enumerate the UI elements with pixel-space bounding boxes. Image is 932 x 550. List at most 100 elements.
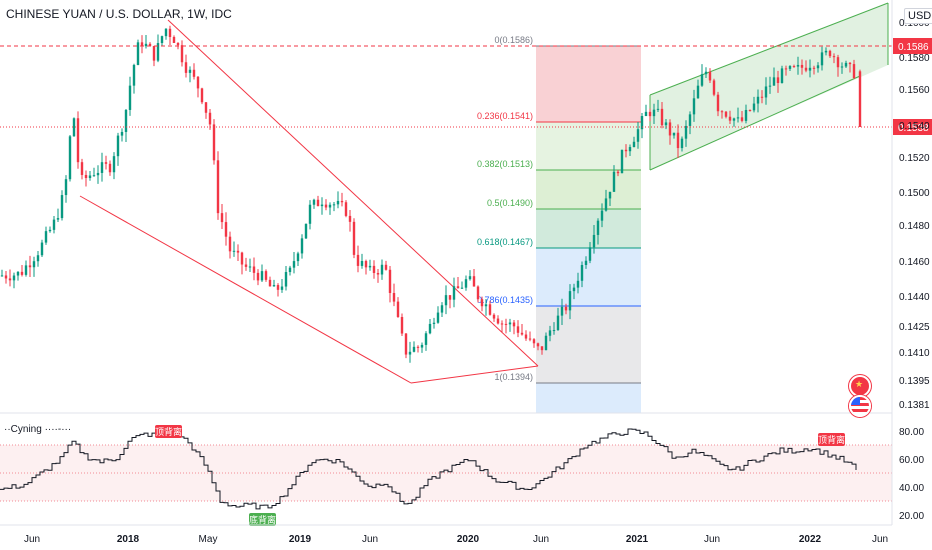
candle-body <box>532 339 536 344</box>
us-flag-icon[interactable] <box>849 395 871 417</box>
signal-tag-label: 底背离 <box>249 514 276 525</box>
time-tick-label: 2020 <box>457 534 480 545</box>
candle-body <box>692 98 696 115</box>
candle-body <box>752 103 756 111</box>
candle-body <box>156 43 160 61</box>
candle-body <box>556 315 560 331</box>
candle-body <box>552 330 556 332</box>
candle-body <box>704 71 708 75</box>
candle-body <box>604 198 608 211</box>
candle-body <box>56 218 60 220</box>
candle-body <box>424 333 428 345</box>
candle-body <box>384 264 388 270</box>
signal-tag-label: 顶背离 <box>818 434 845 445</box>
candle-body <box>620 149 624 174</box>
candle-body <box>804 67 808 71</box>
candle-body <box>140 42 144 47</box>
candle-body <box>820 52 824 66</box>
candle-body <box>340 200 344 203</box>
price-tick-label: 0.1560 <box>899 85 930 96</box>
candle-body <box>188 69 192 73</box>
price-tick-label: 0.1440 <box>899 292 930 303</box>
candle-body <box>148 43 152 47</box>
candle-body <box>16 271 20 276</box>
candle-body <box>212 124 216 161</box>
candle-body <box>748 109 752 111</box>
candle-body <box>372 265 376 273</box>
candle-body <box>152 46 156 61</box>
candle-body <box>852 64 856 78</box>
candle-body <box>544 335 548 351</box>
candle-body <box>256 272 260 281</box>
time-tick-label: Jun <box>533 534 549 545</box>
candle-body <box>780 68 784 83</box>
candle-body <box>348 215 352 222</box>
candle-body <box>792 66 796 68</box>
fib-zone <box>536 306 641 383</box>
wedge-upper-line <box>167 19 539 367</box>
candle-body <box>484 304 488 307</box>
candle-body <box>808 67 812 71</box>
candle-body <box>12 275 16 281</box>
candle-body <box>196 76 200 89</box>
candle-body <box>500 323 504 325</box>
candle-body <box>72 118 76 137</box>
currency-label[interactable]: USD <box>904 8 932 24</box>
candle-body <box>392 292 396 302</box>
candle-body <box>488 304 492 315</box>
china-flag-icon[interactable]: ★ <box>849 375 871 397</box>
candle-body <box>720 111 724 113</box>
candle-body <box>184 62 188 73</box>
candle-body <box>452 286 456 300</box>
candle-body <box>660 108 664 126</box>
fib-zone <box>536 170 641 209</box>
signal-top-divergence: 顶背离 <box>155 425 182 438</box>
signal-top-divergence: 顶背离 <box>818 433 845 446</box>
candle-body <box>260 271 264 281</box>
candle-body <box>48 229 52 232</box>
candle-body <box>428 323 432 334</box>
candle-body <box>648 111 652 117</box>
candle-body <box>208 112 212 125</box>
fib-level-label: 0.236(0.1541) <box>477 111 533 121</box>
time-tick-label: 2018 <box>117 534 140 545</box>
candle-body <box>396 301 400 317</box>
candle-body <box>432 322 436 324</box>
candle-body <box>220 213 224 223</box>
channel-lower-line <box>649 75 861 171</box>
candle-body <box>520 332 524 335</box>
fib-zone <box>536 122 641 170</box>
price-candles <box>0 25 862 363</box>
candle-body <box>264 271 268 280</box>
candle-body <box>104 162 108 164</box>
price-tick-label: 0.1381 <box>899 400 930 411</box>
price-tick-label: 0.1580 <box>899 53 930 64</box>
candle-body <box>420 344 424 348</box>
candle-body <box>472 276 476 287</box>
candle-body <box>328 204 332 208</box>
signal-tag-label: 顶背离 <box>155 426 182 437</box>
candle-body <box>240 252 244 265</box>
candle-body <box>688 114 692 126</box>
candle-body <box>20 271 24 275</box>
candle-body <box>512 322 516 327</box>
price-tick-label: 0.1425 <box>899 322 930 333</box>
candle-body <box>60 195 64 219</box>
candle-body <box>800 64 804 68</box>
fibonacci-retracement: 0(0.1586) 0.236(0.1541) 0.382(0.1513) 0.5(0… <box>477 35 641 413</box>
candle-body <box>784 68 788 70</box>
price-tick-label: 0.1540 <box>899 121 930 132</box>
price-badge-label: 0.1538 <box>898 123 929 134</box>
fib-extension-zone <box>536 383 641 413</box>
candle-body <box>684 125 688 139</box>
candle-body <box>760 96 764 98</box>
candle-body <box>144 43 148 47</box>
candle-body <box>376 272 380 275</box>
candle-body <box>160 36 164 44</box>
candle-body <box>216 160 220 214</box>
candle-body <box>772 77 776 86</box>
candle-body <box>288 267 292 273</box>
candle-body <box>564 306 568 311</box>
